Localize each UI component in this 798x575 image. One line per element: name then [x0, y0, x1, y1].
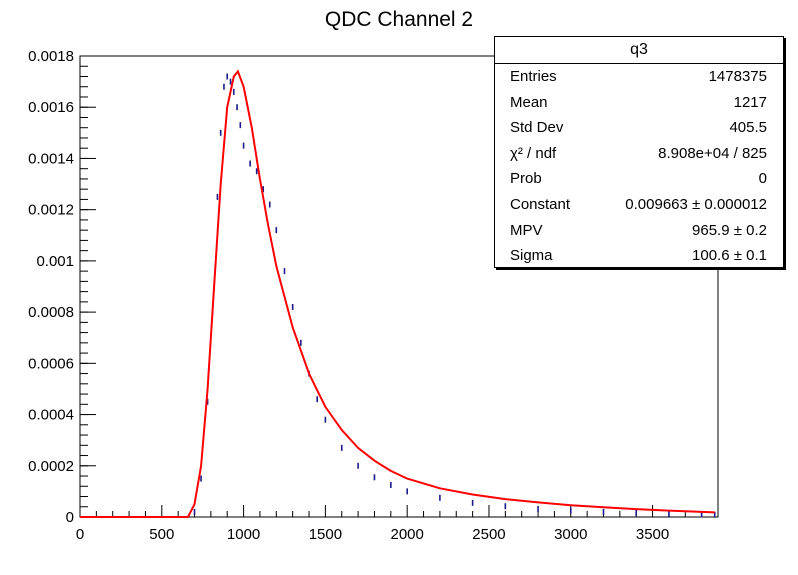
- stats-row-mean: Mean 1217: [495, 90, 783, 116]
- stats-label: χ² / ndf: [510, 144, 557, 162]
- stats-label: MPV: [510, 221, 543, 239]
- stats-value: 405.5: [729, 119, 767, 137]
- stats-title: q3: [495, 37, 783, 64]
- x-tick-label: 1000: [227, 526, 260, 543]
- stats-row-mpv: MPV 965.9 ± 0.2: [495, 218, 783, 244]
- y-tick-label: 0.0006: [28, 355, 74, 372]
- stats-box: q3 Entries 1478375 Mean 1217 Std Dev 405.5 …: [494, 36, 784, 268]
- y-tick-label: 0.0002: [28, 458, 74, 475]
- stats-row-constant: Constant 0.009663 ± 0.000012: [495, 192, 783, 218]
- stats-row-entries: Entries 1478375: [495, 64, 783, 90]
- stats-label: Constant: [510, 195, 571, 213]
- x-tick-label: 1500: [309, 526, 342, 543]
- plot-frame: [79, 55, 719, 518]
- stats-row-sigma: Sigma 100.6 ± 0.1: [495, 243, 783, 269]
- stats-label: Entries: [510, 68, 557, 85]
- y-tick-label: 0.001: [36, 253, 74, 270]
- chart-title: QDC Channel 2: [324, 8, 474, 31]
- stats-label: Std Dev: [510, 119, 564, 137]
- stats-label: Sigma: [510, 247, 553, 265]
- y-tick-label: 0.0016: [28, 99, 74, 116]
- fit-curve: [80, 69, 715, 518]
- stats-value: 8.908e+04 / 825: [658, 144, 767, 162]
- y-tick-label: 0.0018: [28, 48, 74, 65]
- stats-row-stddev: Std Dev 405.5: [495, 115, 783, 141]
- x-tick-label: 2000: [390, 526, 423, 543]
- stats-value: 1478375: [708, 68, 767, 85]
- y-tick-label: 0: [66, 509, 74, 526]
- stats-value: 1217: [733, 93, 767, 111]
- y-tick-label: 0.0008: [28, 304, 74, 321]
- x-tick-label: 3500: [636, 526, 669, 543]
- y-tick-label: 0.0004: [28, 407, 74, 424]
- stats-row-prob: Prob 0: [495, 166, 783, 192]
- x-tick-label: 3000: [554, 526, 587, 543]
- stats-value: 965.9 ± 0.2: [692, 221, 767, 239]
- stats-value: 0: [758, 170, 767, 188]
- stats-label: Prob: [510, 170, 542, 188]
- x-tick-label: 2500: [472, 526, 505, 543]
- y-tick-label: 0.0012: [28, 202, 74, 219]
- x-tick-label: 500: [149, 526, 174, 543]
- x-tick-label: 0: [76, 526, 84, 543]
- stats-label: Mean: [510, 93, 548, 111]
- stats-value: 0.009663 ± 0.000012: [625, 195, 767, 213]
- y-tick-label: 0.0014: [28, 150, 74, 167]
- stats-value: 100.6 ± 0.1: [692, 247, 767, 265]
- stats-row-chi2: χ² / ndf 8.908e+04 / 825: [495, 141, 783, 167]
